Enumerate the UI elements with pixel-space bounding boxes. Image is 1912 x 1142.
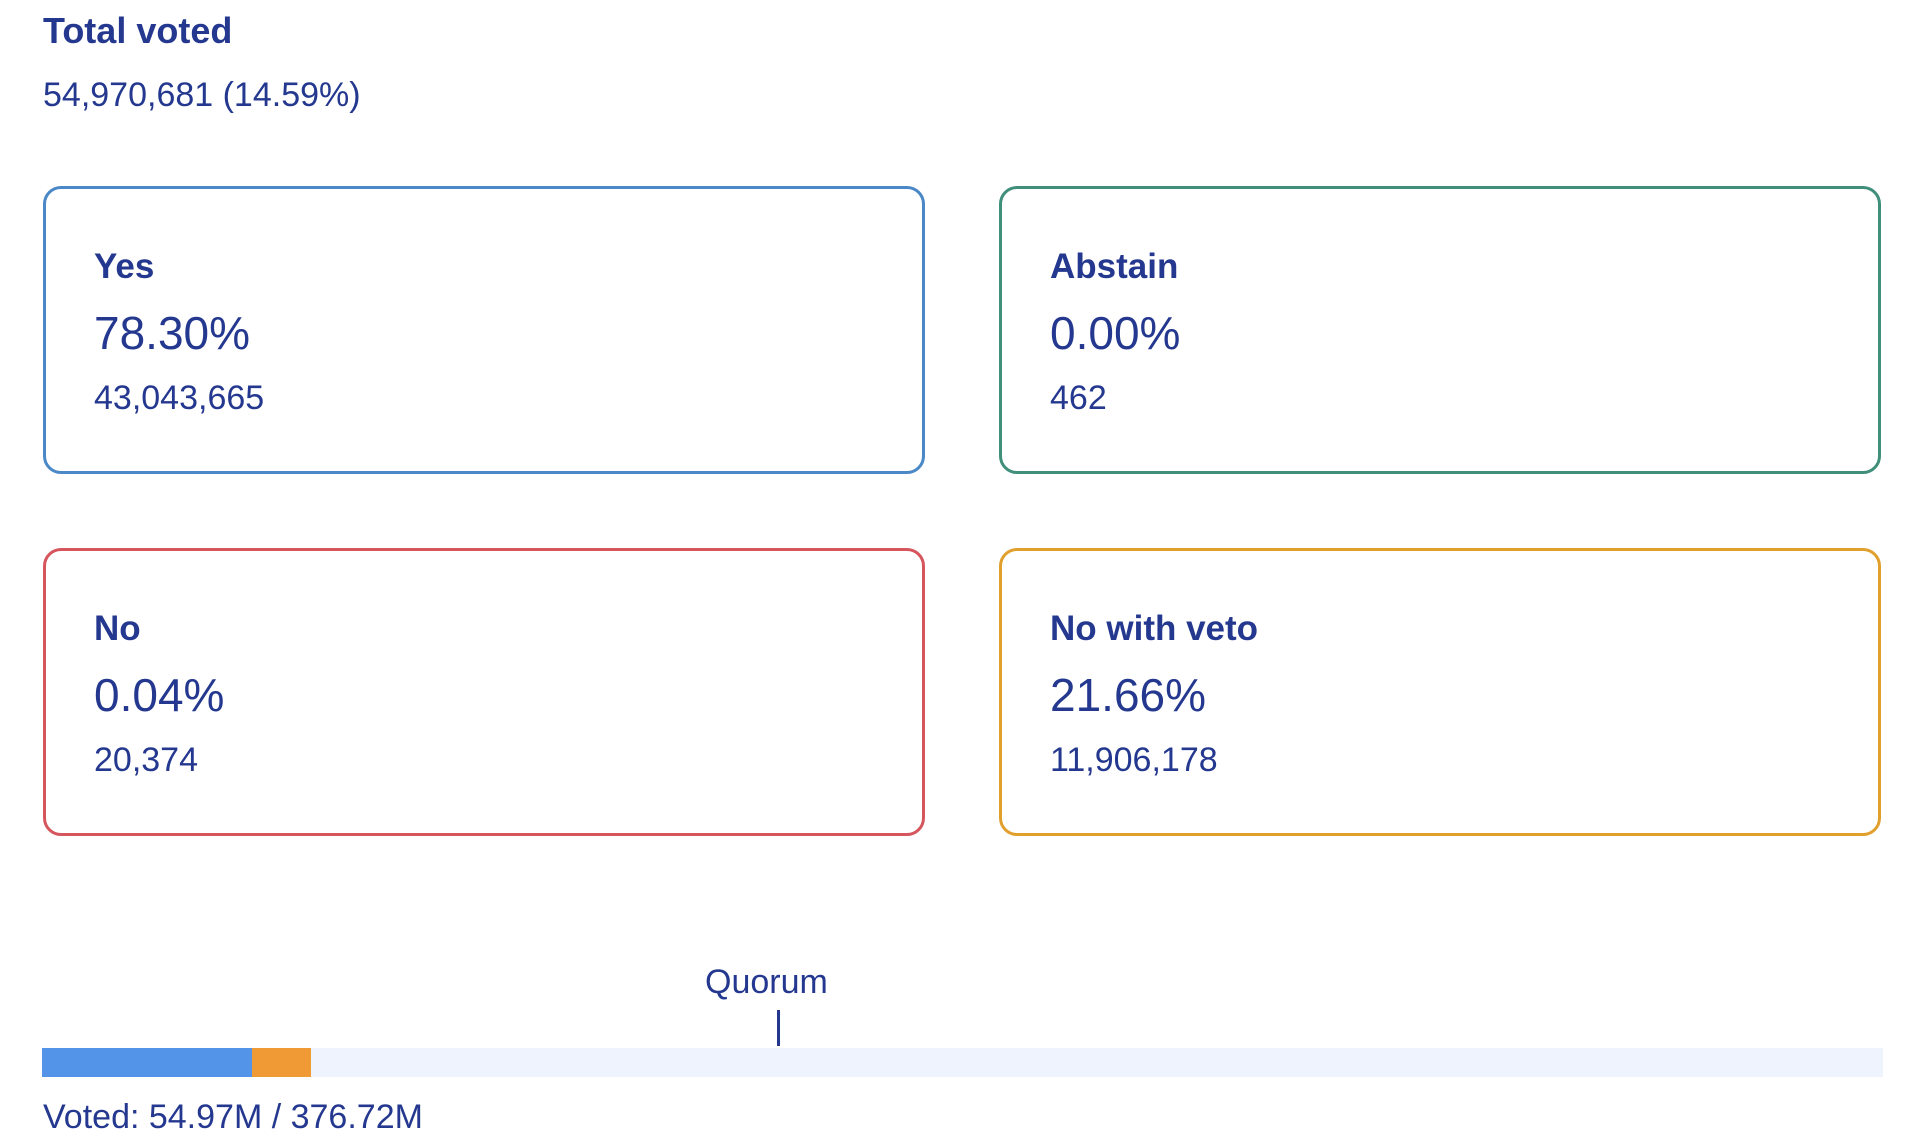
vote-card-abstain-count: 462 xyxy=(1050,379,1107,417)
vote-card-no-count: 20,374 xyxy=(94,741,198,779)
vote-card-no-with-veto-label: No with veto xyxy=(1050,609,1259,648)
vote-card-no-with-veto-count: 11,906,178 xyxy=(1050,741,1218,779)
vote-card-yes-count: 43,043,665 xyxy=(94,379,265,417)
vote-card-no: No 0.04% 20,374 xyxy=(43,548,925,836)
vote-card-yes-percent: 78.30% xyxy=(94,307,251,359)
voting-progress-bar xyxy=(42,1048,1883,1077)
progress-segment-yes xyxy=(42,1048,253,1077)
total-voted-label: Total voted xyxy=(43,10,233,51)
vote-card-abstain-percent: 0.00% xyxy=(1050,307,1181,359)
vote-card-yes-label: Yes xyxy=(94,247,155,286)
quorum-marker xyxy=(777,1010,780,1046)
quorum-label: Quorum xyxy=(705,963,828,1001)
vote-card-no-label: No xyxy=(94,609,141,648)
vote-card-no-percent: 0.04% xyxy=(94,669,225,721)
progress-segment-no-with-veto xyxy=(252,1048,311,1077)
vote-card-yes: Yes 78.30% 43,043,665 xyxy=(43,186,925,474)
total-voted-value: 54,970,681 (14.59%) xyxy=(43,76,361,114)
vote-card-no-with-veto: No with veto 21.66% 11,906,178 xyxy=(999,548,1881,836)
voted-summary: Voted: 54.97M / 376.72M xyxy=(43,1098,423,1136)
vote-card-abstain-label: Abstain xyxy=(1050,247,1179,286)
vote-card-no-with-veto-percent: 21.66% xyxy=(1050,669,1207,721)
vote-card-abstain: Abstain 0.00% 462 xyxy=(999,186,1881,474)
